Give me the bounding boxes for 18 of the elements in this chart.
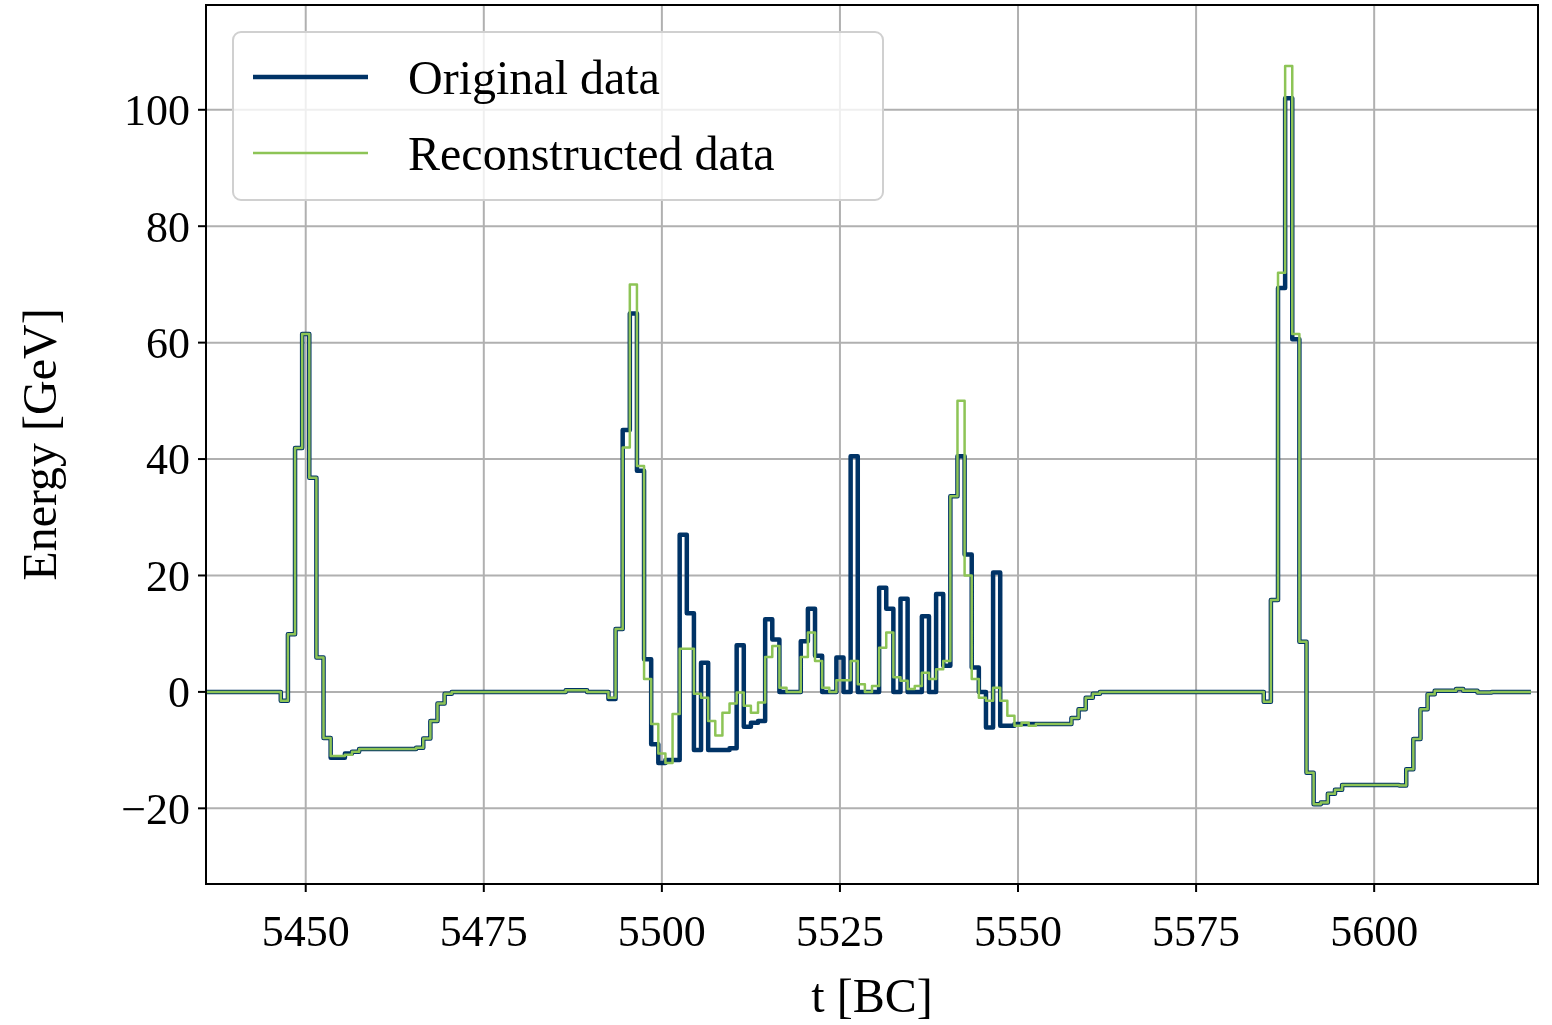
x-axis-title: t [BC] [811,969,933,1022]
x-tick-label: 5450 [261,907,350,956]
y-tick-label: 20 [146,551,190,601]
x-tick-label: 5600 [1330,907,1419,956]
x-tick-label: 5525 [795,907,884,956]
x-tick-label: 5500 [617,907,706,956]
y-tick-label: 80 [146,202,190,252]
y-tick-label: −20 [121,784,190,834]
y-tick-label: 60 [146,319,190,369]
x-tick-label: 5550 [974,907,1063,956]
y-axis-title: Energy [GeV] [13,308,66,581]
x-tick-label: 5575 [1152,907,1241,956]
legend-label: Original data [408,50,660,104]
y-tick-label: 100 [124,86,190,136]
y-tick-label: 0 [168,668,190,718]
legend-label: Reconstructed data [408,126,775,180]
y-tick-label: 40 [146,435,190,485]
x-tick-label: 5475 [439,907,528,956]
